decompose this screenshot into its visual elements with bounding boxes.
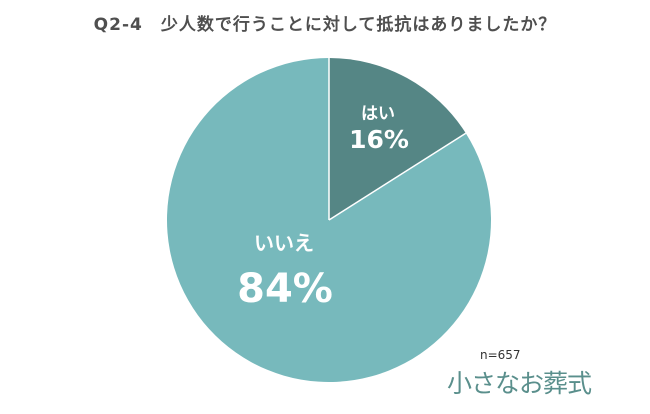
brand-logo: 小さなお葬式 [447,369,592,398]
chart-title: Q2-4 少人数で行うことに対して抵抗はありましたか？ [93,15,557,35]
slice-category-label-hai: はい [361,104,395,124]
slice-category-label-iie: いいえ [254,231,314,255]
slice-value-label-iie: 84% [237,266,333,312]
slice-divider [328,132,467,221]
slice-value-label-hai: 16% [349,125,409,154]
sample-size-label: n=657 [480,348,521,362]
pie-slice-hai [329,58,466,220]
